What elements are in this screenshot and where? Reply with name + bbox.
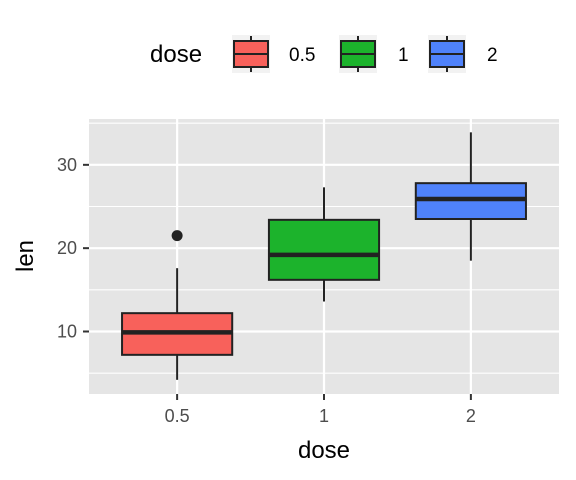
axes: 10 20 30 0.5 1 2 [57,155,476,426]
x-tick-label: 1 [319,406,329,426]
outlier-point [171,230,183,242]
legend-key-1: 1 [339,35,409,73]
y-tick-label: 20 [57,238,77,258]
y-axis-title: len [12,240,39,272]
legend: dose 0.5 1 2 [150,35,498,73]
y-tick-label: 10 [57,322,77,342]
y-tick-label: 30 [57,155,77,175]
x-tick-label: 0.5 [165,406,190,426]
box-group [267,187,381,302]
box-marks [121,132,527,380]
box [267,218,381,281]
legend-key-0.5: 0.5 [232,35,315,73]
x-axis-title: dose [298,437,350,464]
box-group [414,132,527,261]
legend-label: 0.5 [289,45,315,66]
legend-label: 1 [398,45,409,66]
legend-label: 2 [487,45,498,66]
legend-keys: 0.5 1 2 [232,35,498,73]
x-tick-label: 2 [466,406,476,426]
box-group [121,230,234,380]
legend-title: dose [150,41,202,68]
legend-key-2: 2 [428,35,498,73]
